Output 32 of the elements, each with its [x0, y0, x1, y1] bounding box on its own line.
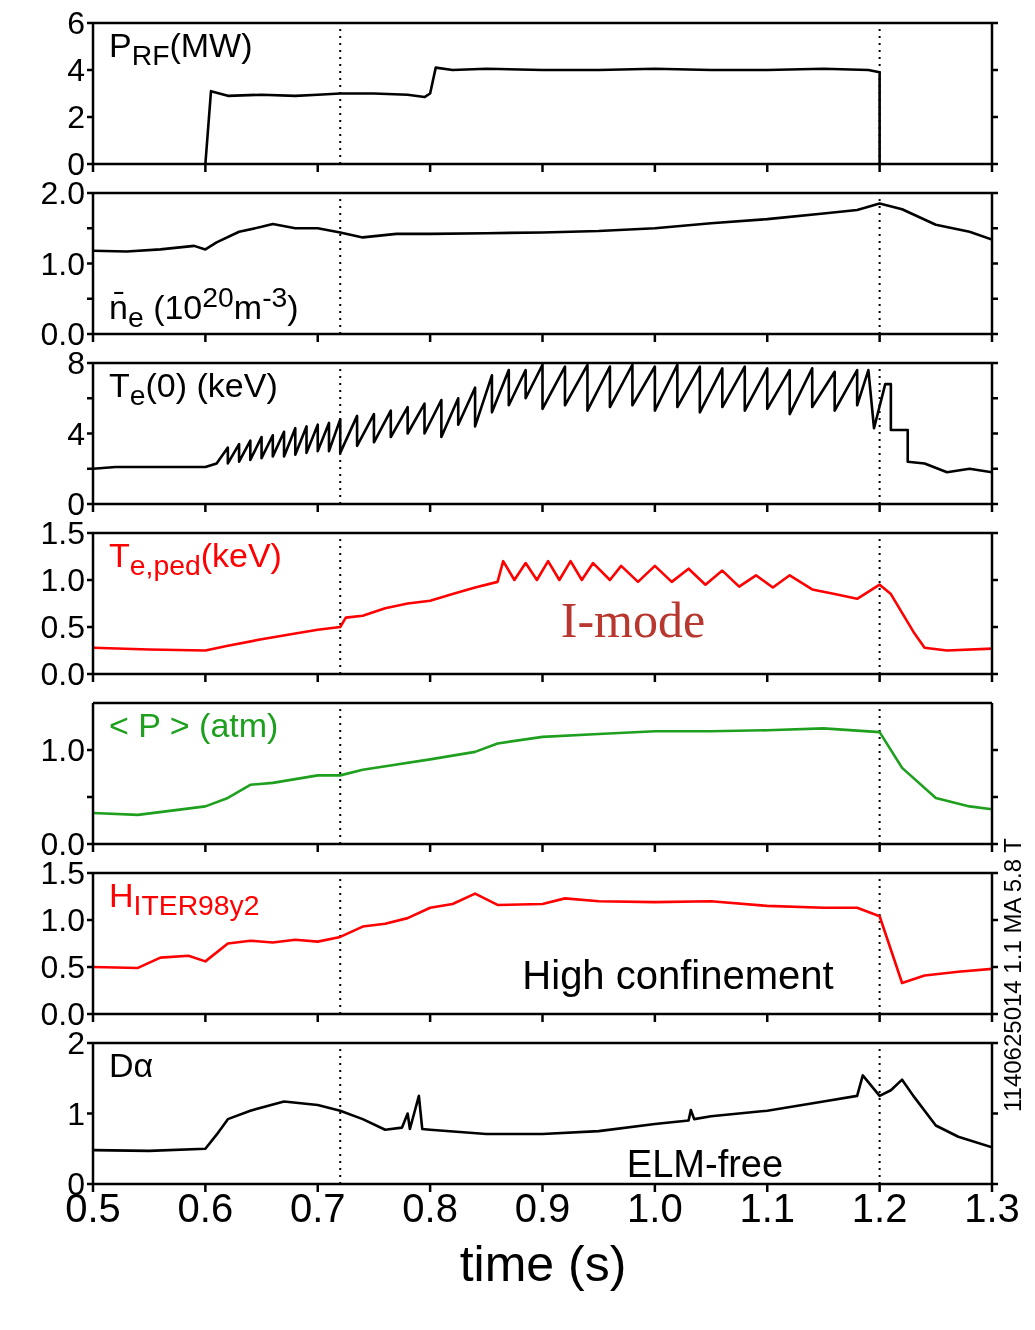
annotation: I-mode [560, 592, 706, 649]
y-axis-title: < P > (atm) [109, 706, 279, 745]
annotation: High confinement [522, 952, 834, 997]
y-tick-label: 2 [67, 99, 85, 136]
x-tick-label: 1.0 [627, 1186, 683, 1231]
y-tick-label: 1.0 [40, 562, 85, 599]
annotation: ELM-free [626, 1143, 784, 1186]
y-axis-title: H$_{ITER98y2}$ [109, 876, 260, 921]
x-axis-title: time (s) [458, 1236, 628, 1292]
y-axis-title: T$_{e}$(0) (keV) [109, 366, 278, 411]
y-tick-label: 1.0 [40, 902, 85, 939]
x-tick-label: 0.7 [289, 1186, 346, 1231]
x-tick-label: 0.9 [514, 1186, 571, 1231]
text: 1140625014 1.1 MA 5.8 T [999, 838, 1026, 1112]
y-tick-label: 1.0 [40, 732, 85, 769]
y-tick-label: 0.5 [40, 609, 85, 646]
x-tick-label: 1.3 [964, 1186, 1020, 1231]
x-tick-label: 1.2 [851, 1186, 908, 1231]
x-tick-label: 0.6 [177, 1186, 234, 1231]
y-tick-label: 4 [67, 415, 85, 452]
y-tick-label: 4 [67, 52, 85, 89]
y-axis-title: n̄$_{e}$ (10$^{20}$m$^{-3}$) [109, 281, 299, 334]
x-tick-label: 1.1 [739, 1186, 796, 1231]
y-tick-label: 0.5 [40, 949, 85, 986]
y-axis-title: T$_{e,ped}$(keV) [109, 536, 282, 581]
y-tick-label: 1 [67, 1095, 85, 1132]
y-tick-label: 0.0 [40, 656, 85, 693]
y-tick-label: 1.0 [40, 245, 85, 282]
y-axis-title: Dα [109, 1046, 154, 1085]
y-axis-title: P$_{RF}$(MW) [109, 26, 253, 71]
y-tick-label: 6 [67, 5, 85, 42]
x-tick-label: 0.8 [402, 1186, 458, 1231]
